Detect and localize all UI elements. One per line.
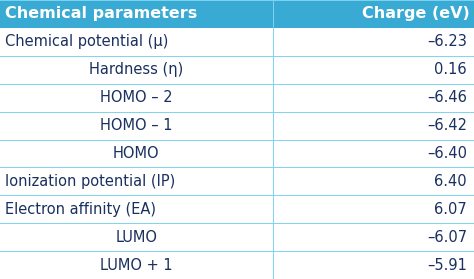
Bar <box>0 140 474 167</box>
Text: –6.46: –6.46 <box>427 90 467 105</box>
Text: –6.42: –6.42 <box>427 118 467 133</box>
Text: Electron affinity (EA): Electron affinity (EA) <box>5 202 156 217</box>
Text: LUMO + 1: LUMO + 1 <box>100 258 173 273</box>
Text: LUMO: LUMO <box>115 230 157 245</box>
Text: –6.07: –6.07 <box>427 230 467 245</box>
Text: Ionization potential (IP): Ionization potential (IP) <box>5 174 175 189</box>
Text: 6.40: 6.40 <box>434 174 467 189</box>
Bar <box>0 84 474 112</box>
Bar <box>0 251 474 279</box>
Text: Hardness (η): Hardness (η) <box>89 62 183 77</box>
Bar <box>0 56 474 84</box>
Bar <box>0 28 474 56</box>
Text: 6.07: 6.07 <box>434 202 467 217</box>
Text: Chemical parameters: Chemical parameters <box>5 6 197 21</box>
Text: –6.23: –6.23 <box>427 34 467 49</box>
Bar <box>0 167 474 195</box>
Text: Charge (eV): Charge (eV) <box>362 6 469 21</box>
Text: –6.40: –6.40 <box>427 146 467 161</box>
Bar <box>0 223 474 251</box>
Text: HOMO – 2: HOMO – 2 <box>100 90 173 105</box>
Text: Chemical potential (μ): Chemical potential (μ) <box>5 34 168 49</box>
Bar <box>0 195 474 223</box>
Bar <box>0 112 474 140</box>
Bar <box>0 0 474 28</box>
Text: HOMO: HOMO <box>113 146 160 161</box>
Text: HOMO – 1: HOMO – 1 <box>100 118 173 133</box>
Text: –5.91: –5.91 <box>427 258 467 273</box>
Text: 0.16: 0.16 <box>434 62 467 77</box>
